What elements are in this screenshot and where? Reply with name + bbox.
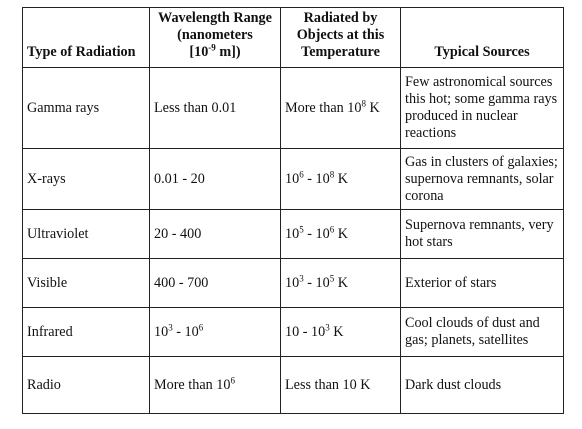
header-radiated-temperature: Radiated by Objects at this Temperature bbox=[280, 7, 401, 68]
cell-type: Radio bbox=[22, 356, 150, 414]
cell-sources: Exterior of stars bbox=[400, 258, 564, 308]
cell-sources: Dark dust clouds bbox=[400, 356, 564, 414]
radiation-table: Type of Radiation Wavelength Range (nano… bbox=[22, 7, 564, 414]
table-row: Visible 400 - 700 103 - 105 K Exterior o… bbox=[22, 258, 564, 308]
header-typical-sources: Typical Sources bbox=[400, 7, 564, 68]
cell-type: Gamma rays bbox=[22, 67, 150, 149]
cell-wavelength: 0.01 - 20 bbox=[149, 148, 281, 210]
header-type-of-radiation: Type of Radiation bbox=[22, 7, 150, 68]
cell-temperature: More than 108 K bbox=[280, 67, 401, 149]
table-row: Radio More than 106 Less than 10 K Dark … bbox=[22, 356, 564, 414]
cell-temperature: 103 - 105 K bbox=[280, 258, 401, 308]
cell-type: Visible bbox=[22, 258, 150, 308]
cell-type: X-rays bbox=[22, 148, 150, 210]
cell-sources: Gas in clusters of galaxies; supernova r… bbox=[400, 148, 564, 210]
table-row: X-rays 0.01 - 20 106 - 108 K Gas in clus… bbox=[22, 148, 564, 210]
cell-type: Ultraviolet bbox=[22, 209, 150, 259]
cell-wavelength: More than 106 bbox=[149, 356, 281, 414]
header-row: Type of Radiation Wavelength Range (nano… bbox=[22, 7, 564, 68]
cell-wavelength: 103 - 106 bbox=[149, 307, 281, 357]
cell-wavelength: Less than 0.01 bbox=[149, 67, 281, 149]
table-row: Ultraviolet 20 - 400 105 - 106 K Superno… bbox=[22, 209, 564, 259]
cell-wavelength: 20 - 400 bbox=[149, 209, 281, 259]
cell-temperature: 106 - 108 K bbox=[280, 148, 401, 210]
cell-wavelength: 400 - 700 bbox=[149, 258, 281, 308]
cell-sources: Few astronomical sources this hot; some … bbox=[400, 67, 564, 149]
cell-temperature: Less than 10 K bbox=[280, 356, 401, 414]
table-row: Infrared 103 - 106 10 - 103 K Cool cloud… bbox=[22, 307, 564, 357]
cell-sources: Supernova remnants, very hot stars bbox=[400, 209, 564, 259]
cell-temperature: 105 - 106 K bbox=[280, 209, 401, 259]
cell-type: Infrared bbox=[22, 307, 150, 357]
cell-temperature: 10 - 103 K bbox=[280, 307, 401, 357]
cell-sources: Cool clouds of dust and gas; planets, sa… bbox=[400, 307, 564, 357]
table-row: Gamma rays Less than 0.01 More than 108 … bbox=[22, 67, 564, 149]
header-wavelength-range: Wavelength Range (nanometers [10-9 m]) bbox=[149, 7, 281, 68]
